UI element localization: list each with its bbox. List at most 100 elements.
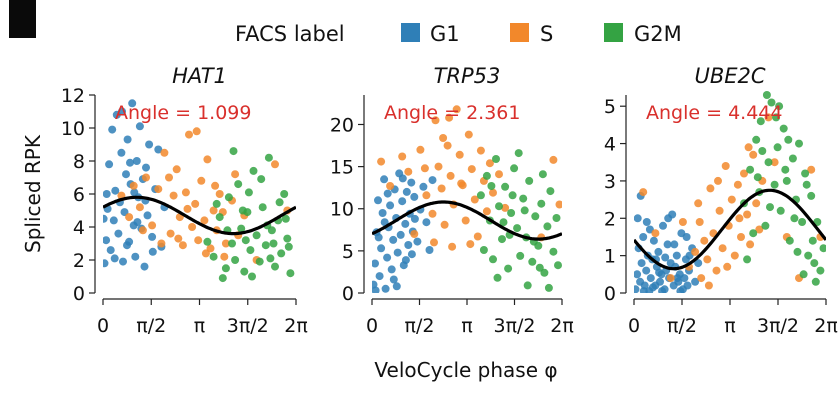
x-tick-label: 2π [814, 315, 838, 337]
point-g2m [756, 117, 765, 126]
point-g2m [231, 256, 240, 264]
point-g2m [808, 236, 817, 245]
point-g1 [664, 214, 673, 223]
point-s [166, 229, 175, 238]
y-tick-label: 0 [342, 283, 354, 305]
point-g1 [383, 253, 392, 262]
point-g2m [528, 257, 537, 266]
point-g2m [261, 241, 270, 250]
point-s [437, 184, 446, 193]
point-g1 [381, 284, 390, 293]
point-g2m [224, 193, 233, 202]
point-s [489, 188, 497, 197]
point-g1 [670, 240, 679, 249]
point-g1 [103, 190, 111, 198]
point-s [215, 190, 224, 198]
point-g1 [673, 274, 682, 283]
point-g1 [135, 122, 144, 131]
point-s [178, 241, 187, 250]
point-g2m [234, 180, 243, 189]
point-s [183, 204, 192, 213]
angle-annotation: Angle = 2.361 [384, 102, 520, 124]
point-g2m [212, 199, 221, 208]
point-g1 [130, 188, 139, 197]
point-g1 [380, 175, 389, 184]
point-g2m [807, 191, 816, 200]
point-g1 [383, 189, 392, 198]
point-s [744, 143, 753, 152]
x-tick-label: 2π [550, 315, 574, 337]
point-g2m [508, 191, 517, 200]
point-g1 [148, 232, 157, 241]
point-g2m [762, 91, 771, 99]
point-g2m [781, 165, 790, 174]
point-g1 [639, 233, 648, 241]
point-s [428, 209, 437, 218]
legend-label-s: S [540, 22, 553, 46]
point-s [555, 200, 562, 209]
point-g2m [271, 262, 279, 271]
point-g1 [425, 246, 434, 254]
point-g2m [487, 182, 496, 190]
point-g1 [642, 218, 651, 226]
point-g1 [407, 178, 416, 187]
point-g2m [772, 113, 781, 122]
point-g2m [793, 247, 802, 256]
point-g2m [788, 154, 797, 163]
point-g2m [804, 251, 813, 260]
point-g2m [203, 237, 212, 246]
point-s [445, 113, 454, 122]
point-s [714, 176, 722, 185]
point-g1 [410, 192, 419, 201]
point-s [473, 232, 482, 241]
point-g1 [374, 233, 383, 242]
point-g1 [117, 148, 126, 157]
point-s [434, 162, 443, 171]
point-s [495, 170, 503, 179]
y-tick-label: 1 [604, 246, 616, 268]
y-tick-label: 5 [342, 241, 354, 263]
point-g1 [387, 265, 396, 274]
point-g2m [779, 124, 788, 133]
point-g2m [281, 214, 290, 223]
point-g2m [810, 259, 819, 268]
y-tick-label: 2 [604, 208, 616, 230]
y-tick-label: 12 [61, 85, 85, 107]
point-g1 [374, 196, 382, 205]
point-s [755, 225, 764, 234]
point-g2m [552, 214, 561, 222]
point-s [470, 195, 479, 204]
panel-title: UBE2C [694, 64, 765, 88]
point-g1 [661, 253, 670, 262]
point-g2m [523, 281, 532, 290]
point-g2m [221, 264, 230, 273]
point-s [712, 266, 721, 275]
point-g2m [215, 213, 224, 222]
point-g2m [543, 222, 552, 231]
x-tick-label: 0 [628, 315, 640, 337]
point-g2m [286, 269, 295, 278]
point-g1 [154, 145, 163, 154]
legend: FACS label G1 S G2M [235, 22, 682, 46]
y-axis-label: Spliced RPK [21, 134, 45, 253]
point-s [386, 182, 395, 190]
point-s [125, 213, 134, 222]
point-g2m [266, 254, 275, 263]
point-s [807, 165, 816, 174]
point-g1 [140, 262, 149, 271]
point-g2m [238, 206, 247, 215]
y-tick-label: 10 [61, 118, 85, 140]
point-g1 [143, 211, 152, 220]
x-tick-label: π/2 [136, 315, 166, 337]
point-g1 [389, 235, 398, 244]
point-g1 [691, 277, 700, 286]
point-g2m [798, 218, 807, 226]
angle-annotation: Angle = 1.099 [115, 102, 251, 124]
point-g1 [682, 233, 691, 241]
point-g2m [554, 261, 562, 270]
point-g2m [252, 231, 261, 240]
point-g1 [393, 248, 402, 257]
point-g1 [103, 259, 109, 268]
point-s [749, 150, 758, 159]
